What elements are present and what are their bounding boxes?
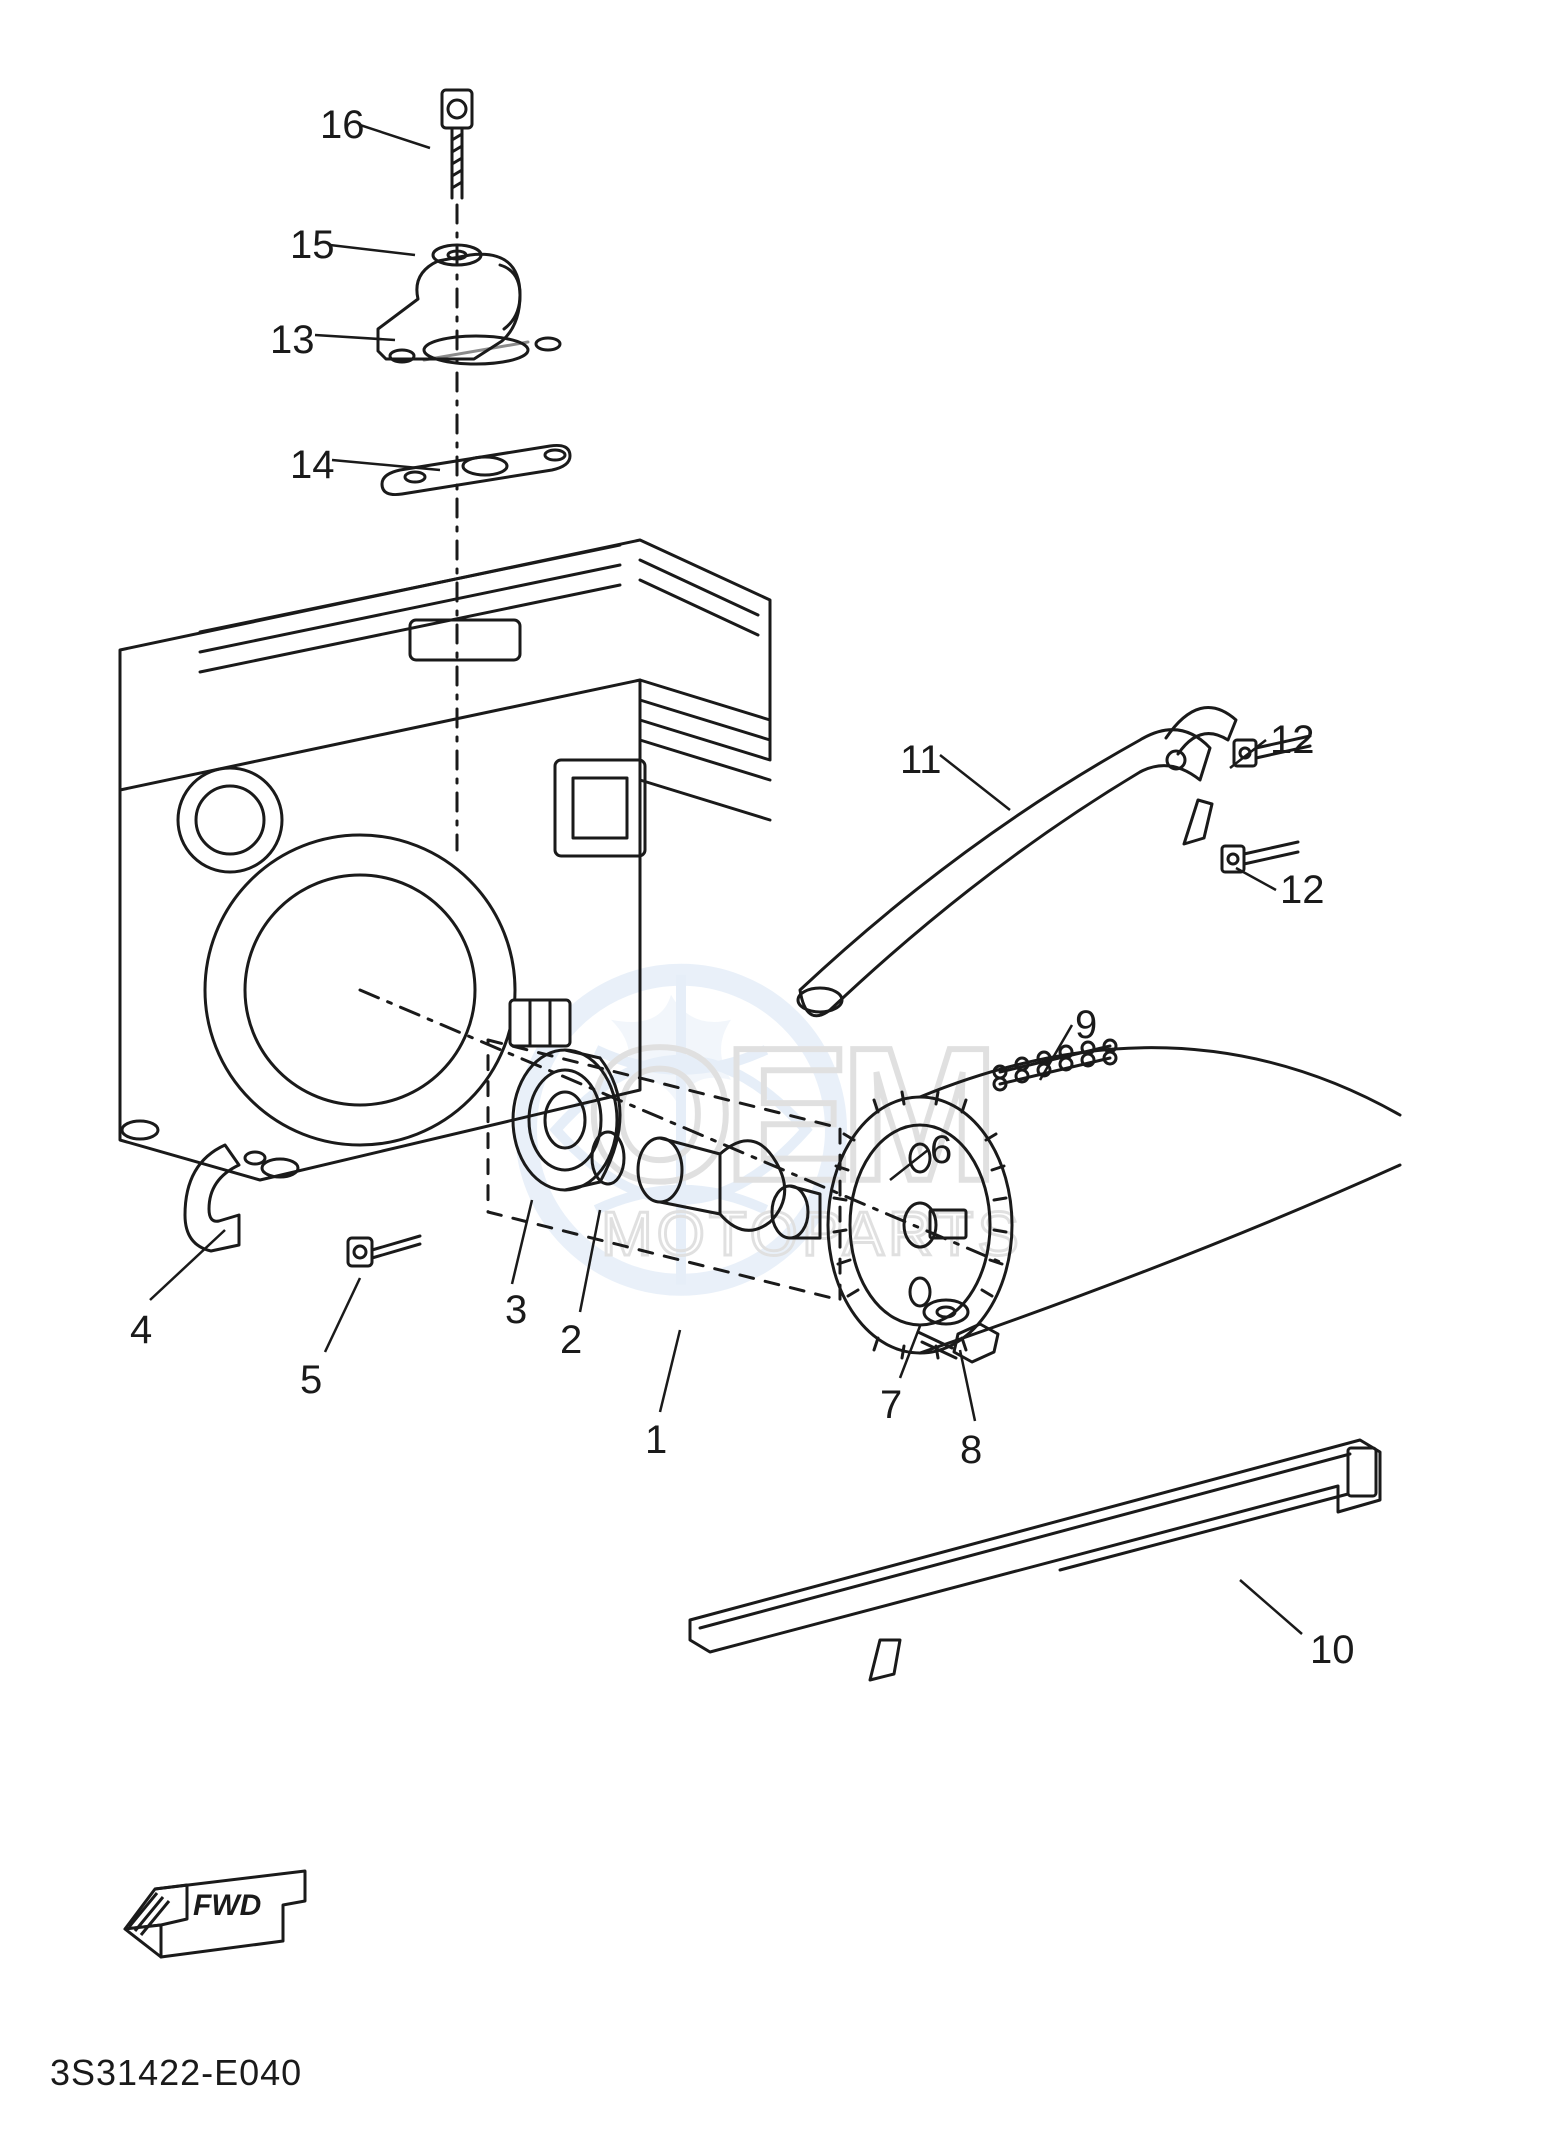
part-2-bearing xyxy=(513,1050,620,1190)
callout-4: 4 xyxy=(130,1310,152,1350)
part-7-washer xyxy=(924,1300,968,1324)
callout-10: 10 xyxy=(1310,1630,1355,1670)
part-1-camshaft xyxy=(488,1040,840,1300)
callout-13: 13 xyxy=(270,320,315,360)
drawing-id: 3S31422-E040 xyxy=(50,2052,302,2094)
fwd-arrow: FWD xyxy=(115,1849,315,1969)
callout-12: 12 xyxy=(1280,870,1325,910)
callout-3: 3 xyxy=(505,1290,527,1330)
part-10-chain-guide xyxy=(690,1440,1380,1680)
callout-11: 11 xyxy=(900,740,942,780)
callout-6: 6 xyxy=(930,1130,952,1170)
fwd-text: FWD xyxy=(193,1889,261,1922)
callout-7: 7 xyxy=(880,1385,902,1425)
part-11-lever xyxy=(798,708,1236,1016)
callout-14: 14 xyxy=(290,445,335,485)
part-13-tensioner xyxy=(378,254,560,364)
part-5-bolt xyxy=(348,1236,420,1266)
cylinder-head xyxy=(120,540,770,1180)
parts-diagram xyxy=(0,0,1542,2129)
callout-16: 16 xyxy=(320,105,365,145)
part-14-gasket xyxy=(382,445,570,494)
callout-1: 1 xyxy=(645,1420,667,1460)
callout-12: 12 xyxy=(1270,720,1315,760)
callout-5: 5 xyxy=(300,1360,322,1400)
callout-9: 9 xyxy=(1075,1005,1097,1045)
callout-8: 8 xyxy=(960,1430,982,1470)
callout-15: 15 xyxy=(290,225,335,265)
callout-2: 2 xyxy=(560,1320,582,1360)
part-6-sprocket xyxy=(828,1092,1012,1358)
part-16-bolt xyxy=(442,90,472,198)
